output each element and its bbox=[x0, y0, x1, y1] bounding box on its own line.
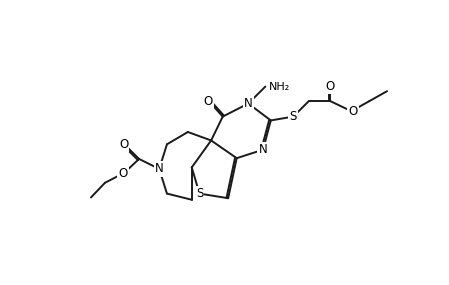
Text: O: O bbox=[326, 80, 335, 93]
Text: S: S bbox=[196, 187, 203, 200]
Text: S: S bbox=[290, 110, 297, 123]
Text: O: O bbox=[119, 138, 128, 151]
Text: NH₂: NH₂ bbox=[269, 82, 291, 91]
Text: N: N bbox=[155, 162, 163, 176]
Text: O: O bbox=[118, 167, 128, 180]
Text: N: N bbox=[244, 97, 253, 110]
Text: O: O bbox=[203, 95, 213, 109]
Text: N: N bbox=[259, 143, 268, 156]
Text: O: O bbox=[348, 105, 357, 119]
